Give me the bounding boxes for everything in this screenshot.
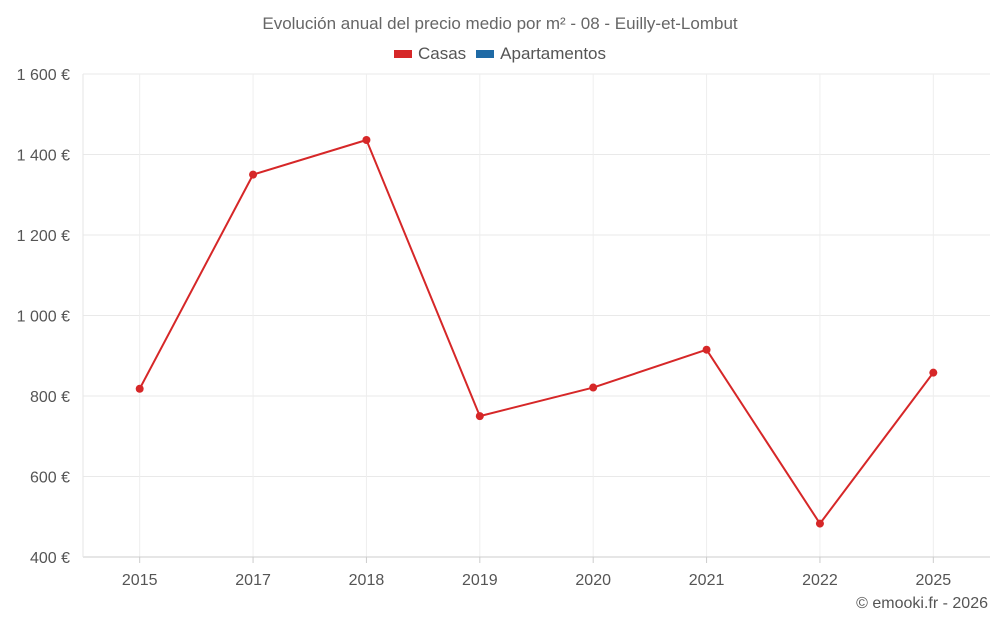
data-point-casas-2017[interactable] [249, 170, 258, 179]
y-tick-label: 1 600 € [17, 67, 70, 84]
data-point-casas-2019[interactable] [475, 412, 484, 421]
x-tick-label: 2020 [575, 572, 611, 589]
legend-label-apartamentos: Apartamentos [500, 44, 607, 63]
data-point-casas-2021[interactable] [702, 345, 711, 354]
legend-label-casas: Casas [417, 44, 467, 63]
data-point-casas-2022[interactable] [815, 519, 824, 528]
x-tick-label: 2017 [235, 572, 271, 589]
legend-item-apartamentos[interactable]: Apartamentos [476, 44, 606, 64]
x-tick-label: 2015 [122, 572, 158, 589]
legend-swatch-apartamentos [476, 50, 495, 58]
series-layer [135, 136, 938, 528]
data-point-casas-2018[interactable] [362, 136, 371, 145]
credit-text: © emooki.fr - 2026 [856, 595, 988, 612]
x-tick-label: 2022 [802, 572, 838, 589]
y-tick-label: 400 € [30, 550, 70, 567]
y-tick-label: 800 € [30, 389, 70, 406]
chart-title: Evolución anual del precio medio por m² … [262, 14, 738, 33]
y-tick-label: 1 000 € [17, 309, 70, 326]
grid-layer [83, 73, 990, 558]
x-tick-label: 2019 [462, 572, 498, 589]
data-point-casas-2025[interactable] [929, 368, 938, 377]
x-tick-label: 2025 [916, 572, 952, 589]
axes-layer: 400 € 600 € 800 € 1 000 € 1 200 € 1 400 € 1 60… [17, 67, 990, 589]
legend: Casas Apartamentos [0, 44, 1000, 64]
y-tick-label: 1 400 € [17, 148, 70, 165]
y-tick-label: 600 € [30, 470, 70, 487]
data-point-casas-2015[interactable] [135, 384, 144, 393]
legend-item-casas[interactable]: Casas [393, 44, 467, 64]
x-tick-label: 2018 [349, 572, 385, 589]
legend-swatch-casas [393, 50, 412, 58]
data-point-casas-2020[interactable] [589, 383, 598, 392]
y-tick-label: 1 200 € [17, 228, 70, 245]
series-line-casas [138, 139, 935, 525]
x-tick-label: 2021 [689, 572, 725, 589]
